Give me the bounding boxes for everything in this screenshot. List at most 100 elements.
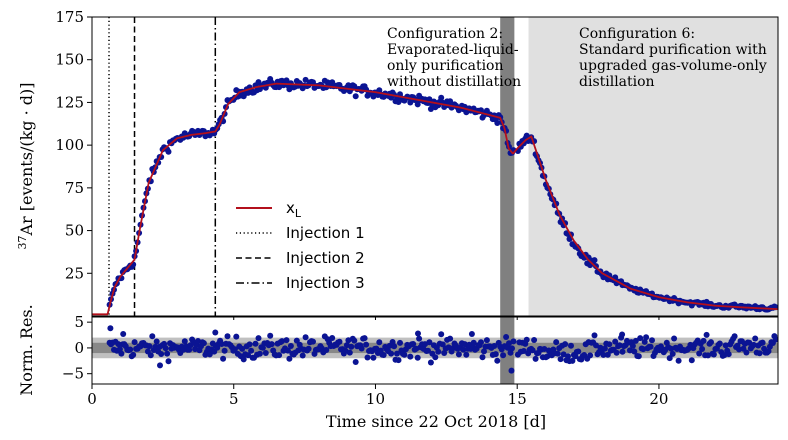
x-tick-label: 10: [366, 390, 385, 408]
residual-point: [752, 335, 759, 342]
x-tick-label: 20: [649, 390, 668, 408]
residual-point: [181, 338, 188, 345]
residual-point: [483, 337, 490, 344]
residual-point: [675, 357, 682, 364]
data-point: [447, 98, 454, 105]
residual-point: [120, 331, 127, 337]
residual-point: [743, 349, 750, 356]
legend-label-3: Injection 2: [286, 249, 365, 267]
residual-point: [688, 357, 695, 364]
residual-point: [305, 345, 312, 352]
residual-point: [568, 342, 574, 349]
residual-y-axis-label: Norm. Res.: [17, 304, 36, 395]
data-point: [438, 94, 445, 101]
residual-point: [186, 346, 193, 353]
residual-point: [491, 343, 498, 349]
data-point: [302, 76, 309, 83]
residual-point: [435, 348, 442, 355]
residual-point: [346, 349, 353, 356]
residual-point: [336, 338, 343, 345]
residual-point: [557, 356, 564, 363]
model-curve-line: [92, 82, 778, 316]
residual-point: [478, 339, 484, 346]
residual-point: [391, 343, 398, 350]
y-tick-label: 100: [55, 136, 84, 154]
residual-point: [455, 351, 462, 358]
residual-point: [705, 352, 711, 359]
residual-point: [231, 346, 238, 353]
data-point: [283, 77, 290, 84]
residual-point: [671, 335, 678, 342]
residual-point: [710, 351, 717, 358]
residual-point: [635, 353, 642, 360]
residual-point: [699, 346, 706, 352]
x-tick-label: 5: [229, 390, 239, 408]
legend: xL Injection 1 Injection 2 Injection 3: [236, 199, 365, 292]
residual-point: [700, 337, 707, 344]
residual-point: [463, 351, 470, 358]
residual-point: [221, 347, 228, 354]
residual-point: [370, 354, 377, 361]
residual-point: [736, 346, 742, 353]
residual-point: [414, 354, 421, 361]
residual-point: [364, 354, 371, 361]
annotation-1-line-3: only purification: [387, 58, 504, 74]
residual-point: [240, 356, 247, 363]
residual-point: [299, 352, 306, 359]
y-tick-label: 175: [55, 8, 84, 26]
config-band-2: [528, 17, 778, 316]
residual-points: [106, 325, 778, 374]
residual-point: [376, 339, 383, 346]
residual-point: [127, 346, 134, 353]
residual-point: [460, 346, 467, 353]
residual-point: [149, 333, 156, 340]
legend-label-1: xL: [286, 199, 302, 220]
residual-point: [641, 338, 648, 345]
residual-point: [554, 350, 561, 357]
residual-point: [248, 347, 255, 354]
residual-point: [725, 351, 732, 358]
res-y-tick-label: −5: [62, 365, 84, 383]
residual-point: [492, 351, 499, 358]
residual-point: [416, 335, 423, 342]
residual-point: [520, 348, 527, 354]
residual-point: [759, 339, 766, 346]
residual-point: [696, 350, 703, 357]
annotation-1-line-4: without distillation: [387, 74, 521, 90]
residual-point: [632, 337, 639, 344]
residual-point: [587, 352, 594, 359]
residual-point: [153, 338, 160, 345]
residual-point: [358, 345, 365, 352]
residual-point: [351, 337, 358, 344]
residual-point: [233, 333, 240, 340]
residual-point: [107, 325, 114, 332]
residual-point: [407, 353, 414, 360]
residual-point: [619, 331, 626, 338]
residual-point: [591, 332, 598, 339]
residual-point: [323, 347, 330, 353]
model-curve: [92, 82, 778, 316]
residual-point: [157, 362, 163, 369]
data-point: [591, 257, 598, 264]
residual-point: [427, 359, 434, 366]
residual-point: [722, 342, 729, 349]
residual-point: [224, 333, 231, 340]
residual-point: [503, 334, 510, 340]
residual-point: [509, 345, 515, 352]
residual-point: [162, 345, 169, 352]
residual-point: [410, 341, 417, 347]
residual-point: [494, 357, 501, 364]
residual-point: [118, 350, 125, 357]
residual-point: [619, 348, 626, 355]
residual-point: [461, 341, 468, 348]
residual-point: [479, 354, 486, 361]
residual-point: [532, 355, 539, 362]
residual-point: [329, 335, 336, 341]
data-point: [165, 148, 172, 155]
residual-point: [276, 352, 283, 359]
residual-point: [500, 352, 507, 359]
residual-point: [279, 338, 285, 345]
residual-point: [504, 344, 511, 351]
annotation-2-line-3: upgraded gas-volume-only: [579, 58, 767, 74]
residual-point: [164, 350, 171, 357]
